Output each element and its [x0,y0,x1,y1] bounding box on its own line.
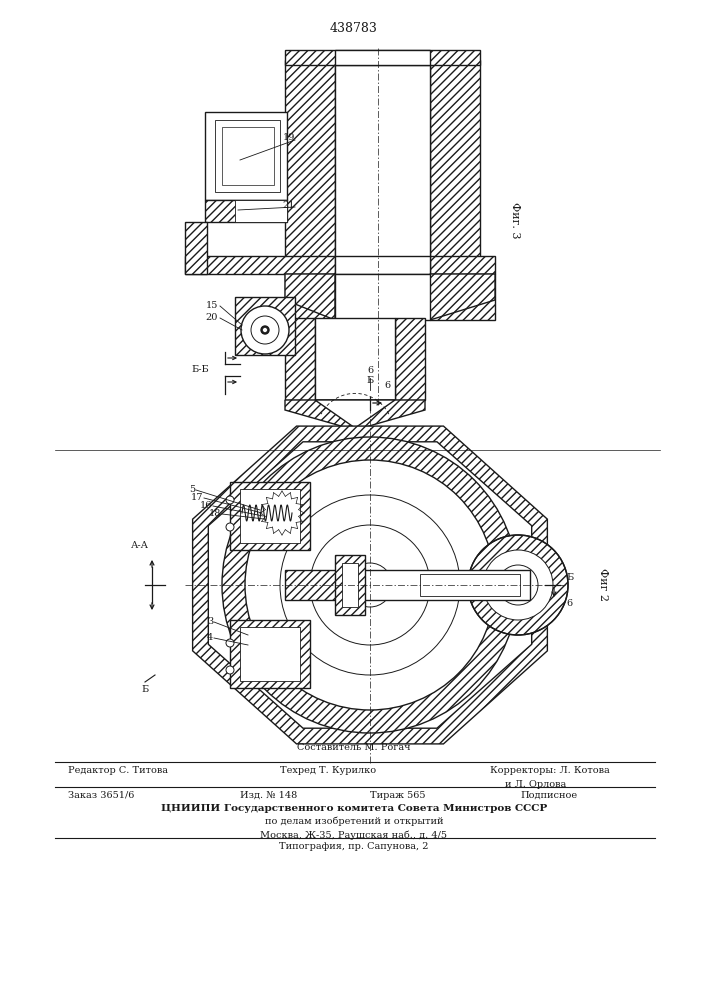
Text: 17: 17 [190,493,203,502]
Text: 6: 6 [566,598,572,607]
Text: Изд. № 148: Изд. № 148 [240,791,297,800]
Text: Фиг. 3: Фиг. 3 [510,202,520,238]
Circle shape [280,495,460,675]
Circle shape [310,525,430,645]
Polygon shape [285,274,335,320]
Text: Типография, пр. Сапунова, 2: Типография, пр. Сапунова, 2 [279,842,428,851]
Circle shape [226,523,234,531]
Polygon shape [192,426,547,744]
Circle shape [261,326,269,334]
Text: 19: 19 [283,133,295,142]
Circle shape [241,306,289,354]
Polygon shape [285,400,425,430]
Bar [335,256,430,274]
Text: Редактор С. Титова: Редактор С. Титова [68,766,168,775]
Text: 6: 6 [367,366,373,375]
Bar [342,563,358,607]
Text: 20: 20 [206,312,218,322]
Text: Заказ 3651/6: Заказ 3651/6 [68,791,134,800]
Bar [315,318,395,400]
Circle shape [498,565,538,605]
Polygon shape [209,442,532,728]
Bar [430,60,480,260]
Text: Москва, Ж-35, Раушская наб., д. 4/5: Москва, Ж-35, Раушская наб., д. 4/5 [260,830,448,840]
Bar [285,50,480,65]
Circle shape [222,437,518,733]
Bar [222,127,274,185]
Bar [230,482,310,550]
Text: 15: 15 [206,300,218,310]
Bar [395,318,425,400]
Text: Составитель М. Рогач: Составитель М. Рогач [297,743,411,752]
Bar [430,274,495,320]
Circle shape [251,316,279,344]
Text: 6: 6 [384,381,390,390]
Text: Подписное: Подписное [520,791,577,800]
Text: ЦНИИПИ Государственного комитета Совета Министров СССР: ЦНИИПИ Государственного комитета Совета … [161,804,547,813]
Text: Фиг 2: Фиг 2 [598,568,608,601]
Bar [240,489,300,543]
Polygon shape [315,400,395,428]
Bar [430,256,495,274]
Bar [335,555,365,615]
Circle shape [262,328,267,332]
Bar [235,200,287,222]
Bar [205,200,287,222]
Text: Б: Б [366,376,373,385]
Text: Корректоры: Л. Котова: Корректоры: Л. Котова [490,766,609,775]
Text: 4: 4 [206,634,213,643]
Bar [340,570,530,600]
Bar [335,60,430,260]
Bar [335,274,430,320]
Bar [230,620,310,688]
Circle shape [483,550,553,620]
Bar [185,222,207,274]
Circle shape [245,460,495,710]
Circle shape [226,639,234,647]
Text: 3: 3 [206,617,213,626]
Bar [420,574,520,596]
Text: по делам изобретений и открытий: по делам изобретений и открытий [264,817,443,826]
Circle shape [226,496,234,504]
Polygon shape [430,274,495,320]
Text: Тираж 565: Тираж 565 [370,791,426,800]
Bar [215,120,280,192]
Text: Б-Б: Б-Б [191,365,209,374]
Text: 5: 5 [189,486,195,494]
Text: Б: Б [566,572,573,582]
Text: 16: 16 [199,502,212,510]
Circle shape [348,563,392,607]
Circle shape [226,666,234,674]
Bar [285,274,335,320]
Text: А-А: А-А [131,541,149,550]
Text: Техред Т. Курилко: Техред Т. Курилко [280,766,376,775]
Text: Б: Б [141,686,148,694]
Bar [285,60,335,260]
Bar [285,318,315,400]
Bar [235,297,295,355]
Circle shape [468,535,568,635]
Bar [285,570,340,600]
Bar [185,256,335,274]
Text: 438783: 438783 [330,22,378,35]
Text: 18: 18 [209,510,221,518]
Bar [205,112,287,200]
Text: 21: 21 [283,200,295,210]
Bar [240,627,300,681]
Text: и Л. Орлова: и Л. Орлова [505,780,566,789]
Bar [335,50,430,65]
